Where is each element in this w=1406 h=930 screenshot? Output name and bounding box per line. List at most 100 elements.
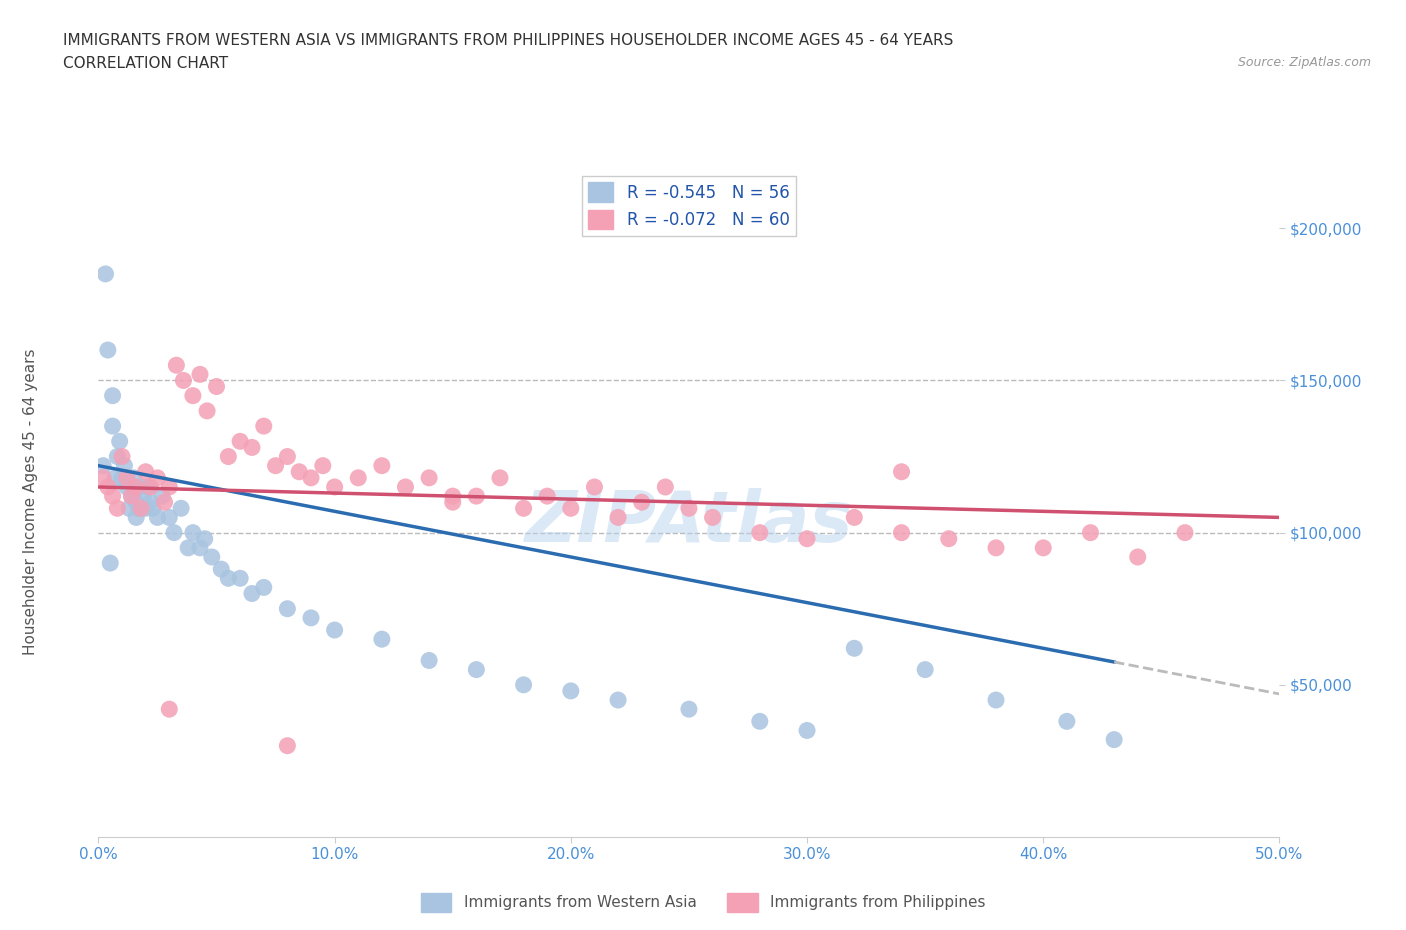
Legend: Immigrants from Western Asia, Immigrants from Philippines: Immigrants from Western Asia, Immigrants… xyxy=(415,887,991,918)
Point xyxy=(194,531,217,546)
Point xyxy=(146,510,169,525)
Point xyxy=(163,525,186,540)
Point xyxy=(1102,732,1125,747)
Point xyxy=(312,458,335,473)
Point xyxy=(465,662,488,677)
Point xyxy=(150,488,173,503)
Text: Source: ZipAtlas.com: Source: ZipAtlas.com xyxy=(1237,56,1371,69)
Point xyxy=(105,449,128,464)
Point xyxy=(299,610,322,625)
Point xyxy=(135,501,157,516)
Point xyxy=(607,510,630,525)
Point xyxy=(135,464,157,479)
Point xyxy=(170,501,193,516)
Point xyxy=(914,662,936,677)
Point xyxy=(108,434,131,449)
Point xyxy=(115,480,138,495)
Point xyxy=(125,510,148,525)
Text: IMMIGRANTS FROM WESTERN ASIA VS IMMIGRANTS FROM PHILIPPINES HOUSEHOLDER INCOME A: IMMIGRANTS FROM WESTERN ASIA VS IMMIGRAN… xyxy=(63,33,953,47)
Point xyxy=(984,693,1007,708)
Point xyxy=(139,495,162,510)
Point xyxy=(347,471,370,485)
Point xyxy=(240,586,263,601)
Point xyxy=(101,418,124,433)
Point xyxy=(890,525,912,540)
Point xyxy=(1174,525,1197,540)
Point xyxy=(142,501,165,516)
Point xyxy=(1032,540,1054,555)
Point xyxy=(101,388,124,403)
Point xyxy=(229,434,252,449)
Point xyxy=(465,488,488,503)
Point xyxy=(129,501,152,516)
Point xyxy=(240,440,263,455)
Point xyxy=(104,471,127,485)
Point xyxy=(276,602,298,617)
Point xyxy=(748,525,770,540)
Point xyxy=(157,480,180,495)
Point xyxy=(654,480,676,495)
Point xyxy=(371,458,394,473)
Point xyxy=(984,540,1007,555)
Point xyxy=(323,480,346,495)
Point xyxy=(299,471,322,485)
Point xyxy=(111,471,134,485)
Point xyxy=(371,631,394,646)
Point xyxy=(276,738,298,753)
Point xyxy=(607,693,630,708)
Point xyxy=(323,622,346,637)
Point xyxy=(97,480,120,495)
Point xyxy=(702,510,724,525)
Text: ZIPAtlas: ZIPAtlas xyxy=(524,488,853,557)
Point xyxy=(157,510,180,525)
Point xyxy=(98,555,121,570)
Point xyxy=(101,488,124,503)
Point xyxy=(1126,550,1149,565)
Point xyxy=(441,495,464,510)
Point xyxy=(253,418,276,433)
Point xyxy=(146,471,169,485)
Point xyxy=(217,449,239,464)
Point xyxy=(97,342,120,357)
Point xyxy=(181,525,204,540)
Point xyxy=(111,449,134,464)
Point xyxy=(112,458,135,473)
Point xyxy=(195,404,218,418)
Point xyxy=(132,488,155,503)
Point xyxy=(844,641,866,656)
Point xyxy=(630,495,652,510)
Point xyxy=(418,653,440,668)
Point xyxy=(91,471,114,485)
Point xyxy=(844,510,866,525)
Point xyxy=(394,480,416,495)
Point xyxy=(748,714,770,729)
Point xyxy=(536,488,558,503)
Point xyxy=(1080,525,1102,540)
Point xyxy=(890,464,912,479)
Point xyxy=(105,501,128,516)
Point xyxy=(583,480,606,495)
Point xyxy=(136,480,159,495)
Point xyxy=(181,388,204,403)
Point xyxy=(128,501,150,516)
Point xyxy=(188,540,211,555)
Point xyxy=(115,471,138,485)
Point xyxy=(177,540,200,555)
Point xyxy=(253,580,276,595)
Point xyxy=(121,488,143,503)
Point xyxy=(288,464,311,479)
Legend: R = -0.545   N = 56, R = -0.072   N = 60: R = -0.545 N = 56, R = -0.072 N = 60 xyxy=(582,176,796,236)
Point xyxy=(188,367,211,382)
Point xyxy=(91,458,114,473)
Point xyxy=(264,458,287,473)
Point xyxy=(153,495,176,510)
Point xyxy=(201,550,224,565)
Point xyxy=(121,488,143,503)
Point xyxy=(512,677,534,692)
Point xyxy=(678,501,700,516)
Point xyxy=(560,501,582,516)
Point xyxy=(938,531,960,546)
Point xyxy=(418,471,440,485)
Point xyxy=(172,373,194,388)
Text: CORRELATION CHART: CORRELATION CHART xyxy=(63,56,228,71)
